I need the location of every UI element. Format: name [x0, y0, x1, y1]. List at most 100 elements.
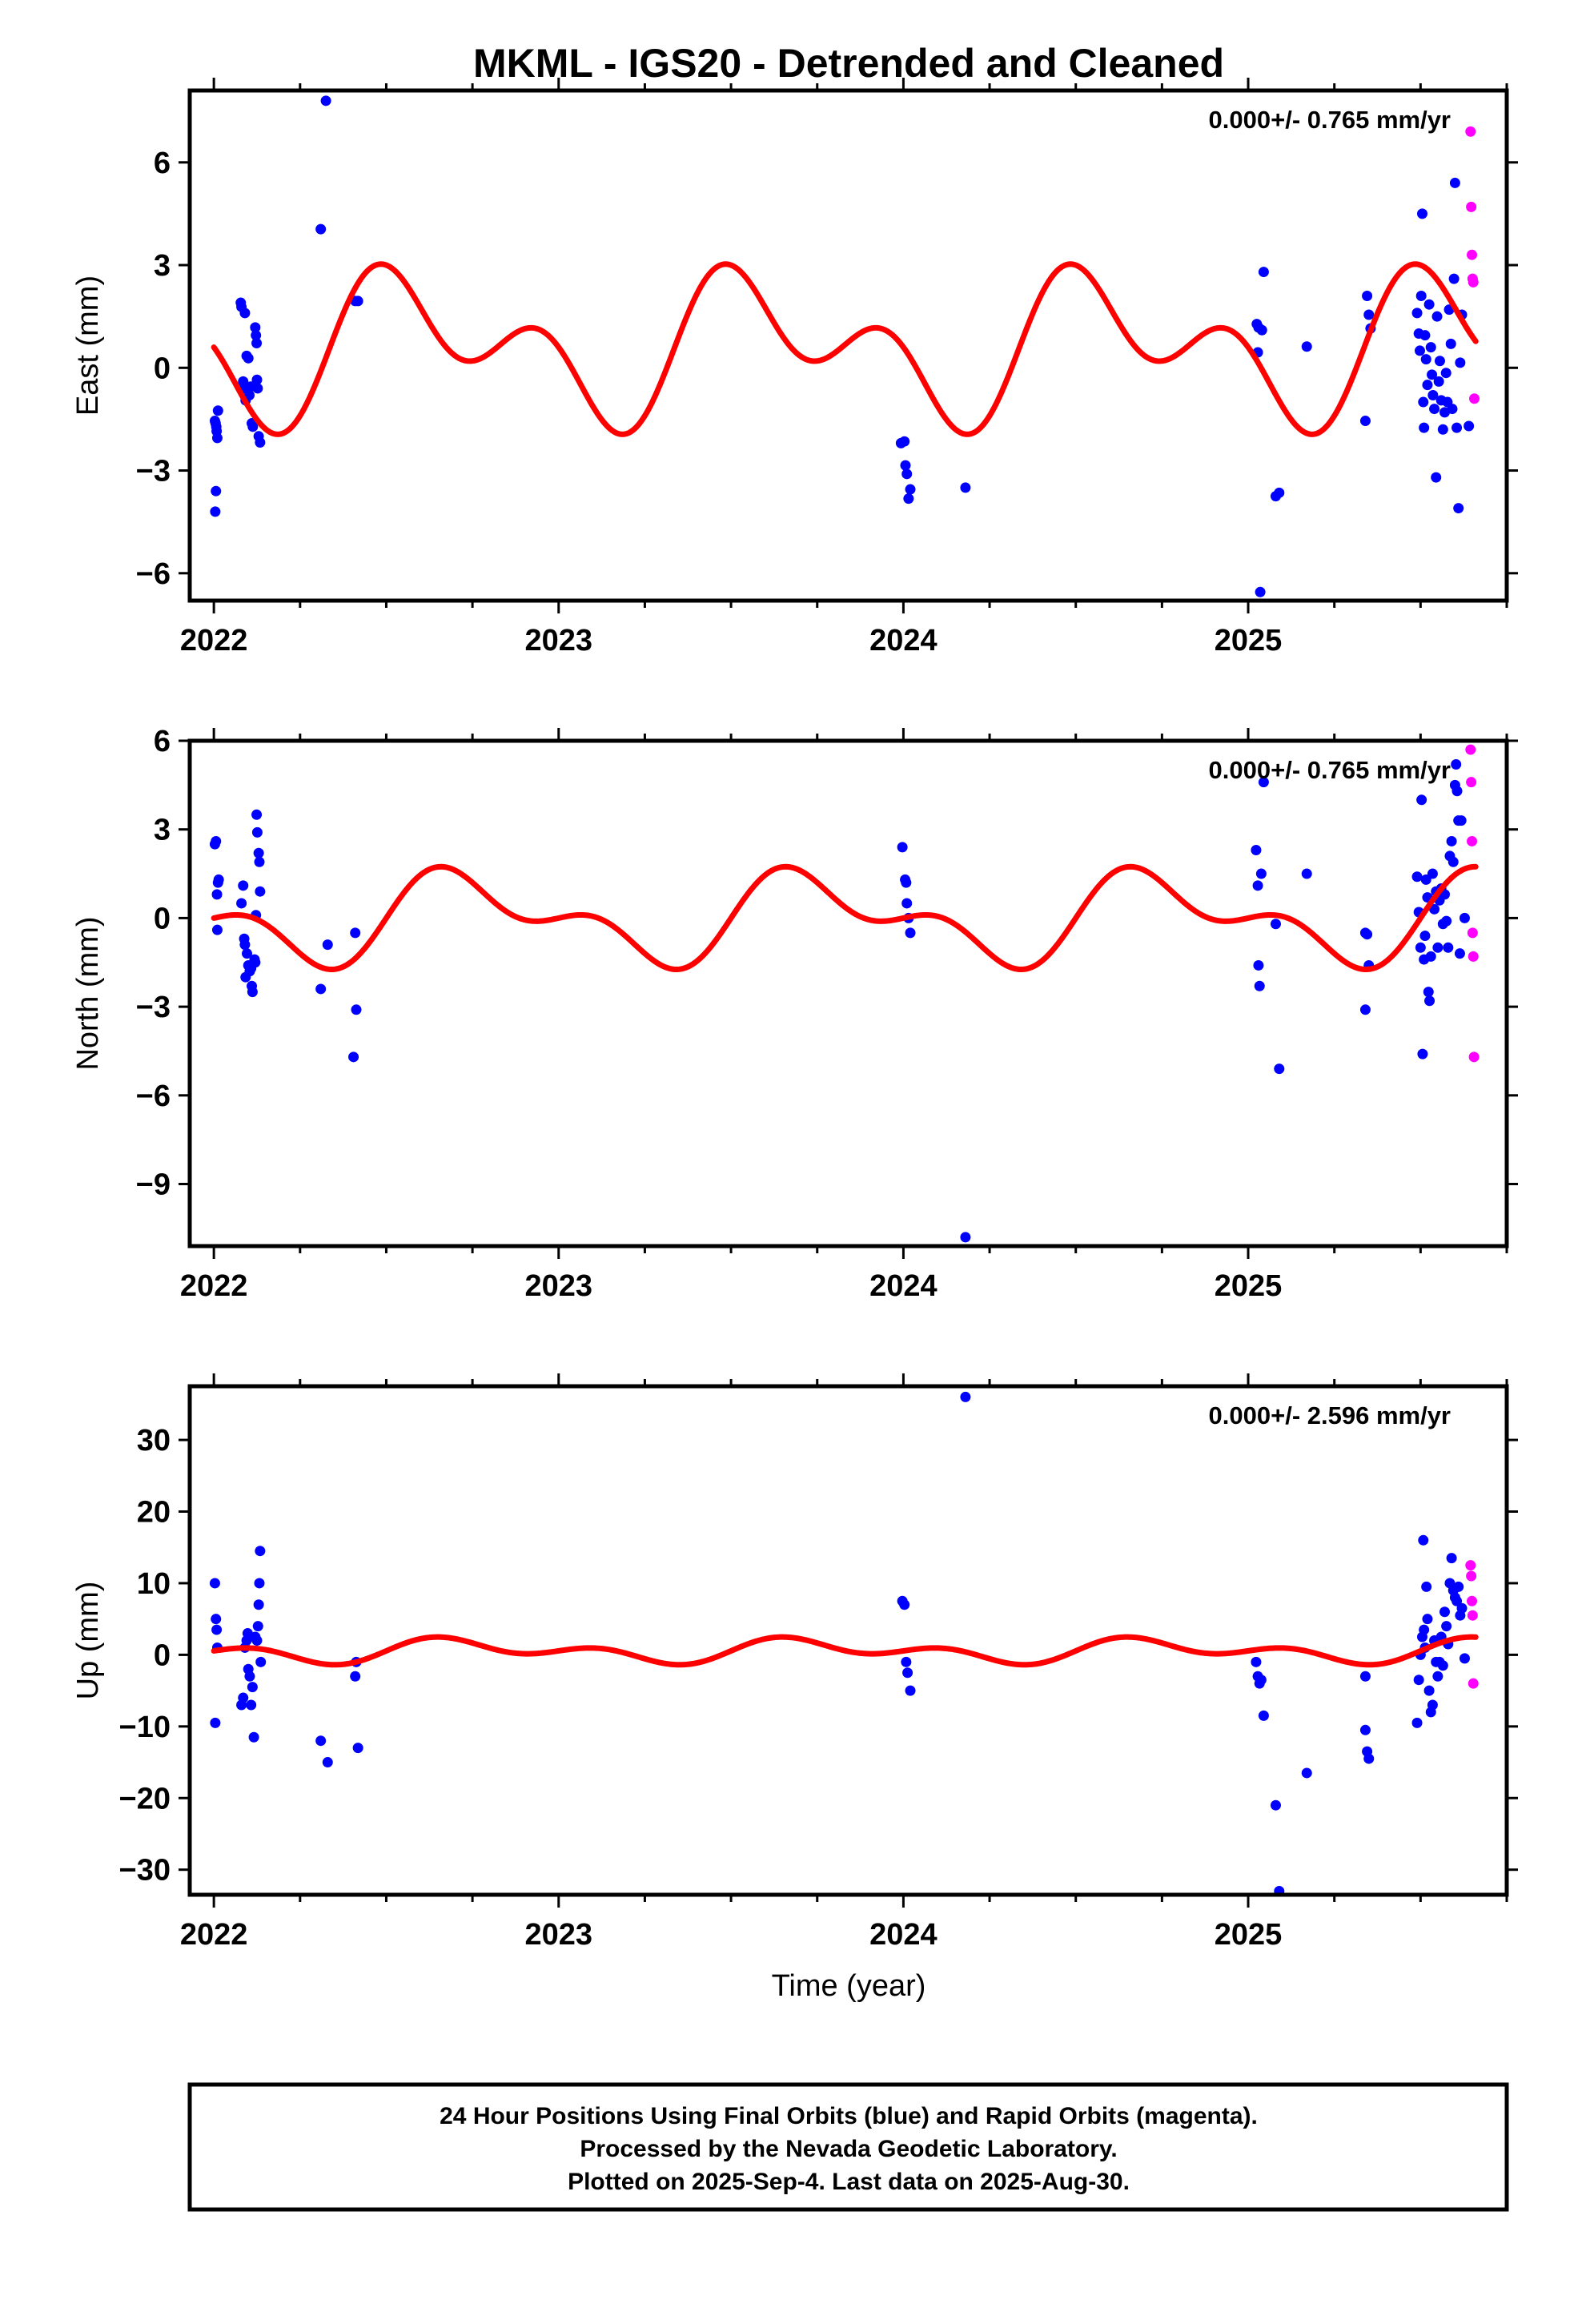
final-orbit-point [1422, 380, 1433, 391]
y-axis-label: North (mm) [71, 916, 105, 1070]
final-orbit-point [1434, 356, 1445, 367]
x-axis-label: Time (year) [772, 1969, 926, 2003]
final-orbit-point [1418, 396, 1429, 408]
x-tick-label: 2024 [869, 624, 938, 657]
final-orbit-point [1429, 404, 1440, 415]
final-orbit-point [254, 856, 265, 867]
y-tick-label: 30 [137, 1424, 171, 1458]
final-orbit-point [1413, 1675, 1424, 1686]
final-orbit-point [899, 1599, 910, 1610]
final-orbit-point [1416, 794, 1427, 806]
final-orbit-point [211, 485, 222, 497]
rate-annotation: 0.000+/- 2.596 mm/yr [1209, 1401, 1451, 1429]
final-orbit-point [1441, 1621, 1452, 1632]
final-orbit-point [1301, 341, 1312, 352]
final-orbit-point [1363, 1753, 1375, 1764]
x-tick-label: 2025 [1215, 1918, 1283, 1952]
rapid-orbit-point [1467, 1610, 1478, 1621]
final-orbit-point [247, 1682, 258, 1693]
final-orbit-point [1443, 942, 1454, 953]
final-orbit-point [1432, 942, 1443, 953]
y-tick-label: −3 [136, 455, 171, 489]
final-orbit-point [899, 436, 910, 447]
final-orbit-point [1452, 786, 1463, 797]
final-orbit-point [1437, 424, 1448, 435]
final-orbit-point [1411, 308, 1423, 319]
final-orbit-point [251, 1635, 263, 1646]
y-axis-label: Up (mm) [71, 1582, 105, 1700]
final-orbit-point [1427, 868, 1438, 879]
rapid-orbit-point [1466, 777, 1477, 788]
model-curve [211, 1634, 1479, 1668]
final-orbit-point [255, 1656, 267, 1667]
final-orbit-point [1411, 1717, 1423, 1728]
y-tick-label: 3 [154, 814, 171, 847]
final-orbit-point [239, 308, 251, 319]
rapid-orbit-point [1468, 1678, 1479, 1689]
final-orbit-point [1453, 503, 1464, 514]
final-orbit-point [1251, 1656, 1262, 1667]
final-orbit-point [241, 948, 252, 959]
final-orbit-point [1447, 856, 1459, 867]
rate-annotation: 0.000+/- 0.765 mm/yr [1209, 106, 1451, 134]
rapid-orbit-point [1468, 276, 1479, 287]
final-orbit-point [247, 987, 258, 998]
final-orbit-point [1418, 1534, 1429, 1546]
final-orbit-point [905, 927, 916, 939]
final-orbit-point [211, 835, 222, 846]
final-orbit-point [322, 939, 333, 951]
panel-east: −6 −3 0 3 6 2022 2023 2024 2025 East (mm) 0.000+/-… [71, 78, 1518, 657]
final-orbit-point [1427, 1699, 1438, 1711]
y-tick-label: −20 [119, 1782, 171, 1815]
final-orbit-point [252, 383, 263, 394]
final-orbit-point [251, 330, 262, 341]
y-tick-label: 10 [137, 1567, 171, 1601]
final-orbit-point [1301, 868, 1312, 879]
y-tick-label: 0 [154, 902, 171, 935]
final-orbit-point [1459, 912, 1470, 923]
final-orbit-point [253, 847, 264, 858]
final-orbit-point [1451, 759, 1462, 770]
final-orbit-point [352, 296, 363, 307]
final-orbit-point [251, 338, 263, 349]
final-orbit-point [960, 482, 971, 493]
rapid-orbit-point [1469, 393, 1480, 404]
final-orbit-point [1423, 1685, 1435, 1696]
final-orbit-point [209, 1578, 220, 1589]
final-orbit-point [1416, 208, 1427, 219]
panel-up: −30 −20 −10 0 10 20 30 2022 2023 2024 2025 Up (mm) 0… [71, 1373, 1518, 1952]
final-orbit-point [901, 877, 912, 888]
final-orbit-point [1441, 915, 1452, 927]
final-orbit-point [1447, 404, 1458, 415]
y-axis-label: East (mm) [71, 275, 105, 416]
final-orbit-point [211, 1624, 223, 1635]
final-orbit-point [903, 493, 914, 505]
final-orbit-point [244, 1671, 255, 1682]
y-tick-label: −6 [136, 557, 171, 591]
final-orbit-point [250, 322, 261, 333]
final-orbit-point [1448, 273, 1460, 284]
final-orbit-point [905, 1685, 916, 1696]
rapid-orbit-point [1467, 1595, 1478, 1606]
final-orbit-point [350, 927, 361, 939]
final-orbit-point [1419, 422, 1430, 433]
final-orbit-point [1423, 987, 1434, 998]
x-tick-label: 2022 [180, 1269, 248, 1303]
final-orbit-point [1419, 931, 1431, 942]
final-orbit-point [1429, 903, 1440, 915]
final-orbit-point [1270, 919, 1281, 930]
rapid-orbit-point [1468, 951, 1479, 962]
final-orbit-point [1363, 309, 1375, 320]
y-tick-label: 0 [154, 352, 171, 385]
rapid-orbit-point [1466, 1570, 1477, 1582]
rapid-orbit-point [1467, 835, 1478, 846]
final-orbit-point [1452, 422, 1463, 433]
final-orbit-point [243, 389, 255, 400]
final-orbit-point [1258, 777, 1269, 788]
rapid-orbit-point [1468, 1051, 1480, 1063]
final-orbit-point [902, 1667, 913, 1679]
final-orbit-point [1431, 472, 1442, 483]
x-tick-label: 2025 [1215, 624, 1283, 657]
final-orbit-point [901, 468, 913, 480]
final-orbit-point [246, 1699, 257, 1711]
